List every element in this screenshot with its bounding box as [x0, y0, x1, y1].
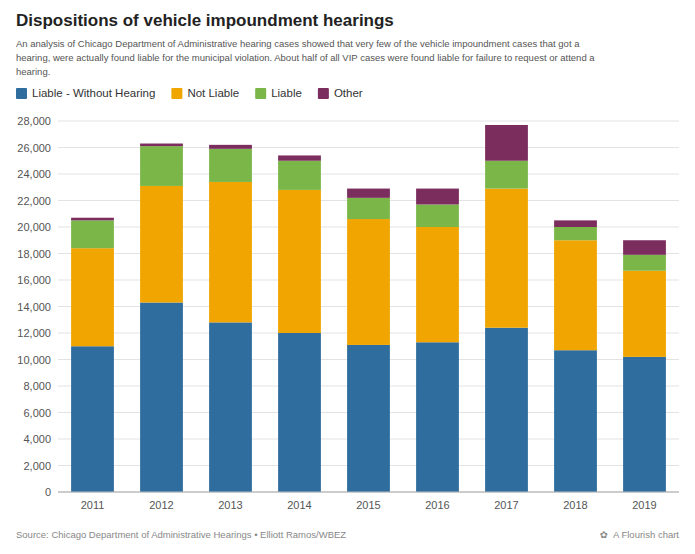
y-tick-label: 0: [45, 486, 51, 498]
bar-segment: [554, 220, 597, 227]
bar-segment: [623, 357, 666, 492]
legend-label: Liable: [271, 87, 302, 99]
annotation: A Flourish chart: [613, 529, 679, 540]
grid-line: [58, 492, 679, 493]
chart: Dispositions of vehicle impoundment hear…: [0, 0, 695, 554]
bar-segment: [209, 149, 252, 182]
x-axis-line: [58, 492, 679, 493]
bar-segment: [278, 155, 321, 160]
bar-segment: [71, 248, 114, 346]
x-tick-label: 2015: [356, 499, 380, 511]
bar-segment: [554, 240, 597, 350]
bar-segment: [416, 189, 459, 205]
legend-label: Other: [334, 87, 363, 99]
bar-segment: [347, 198, 390, 219]
grid-line: [58, 121, 679, 122]
legend: Liable - Without Hearing Not Liable Liable…: [16, 87, 363, 99]
x-tick-label: 2017: [494, 499, 518, 511]
bar-segment: [140, 186, 183, 303]
bar-segment: [71, 346, 114, 492]
y-tick-label: 10,000: [17, 354, 51, 366]
y-tick-label: 28,000: [17, 115, 51, 127]
y-tick-label: 26,000: [17, 142, 51, 154]
bars: [71, 125, 666, 492]
y-tick-label: 4,000: [23, 433, 51, 445]
y-tick-label: 14,000: [17, 301, 51, 313]
bar-segment: [554, 350, 597, 492]
x-tick-label: 2014: [287, 499, 311, 511]
bar-segment: [71, 220, 114, 248]
bar-segment: [485, 328, 528, 492]
bar-segment: [140, 303, 183, 492]
source: Source: Chicago Department of Administra…: [16, 529, 346, 540]
legend-label: Liable - Without Hearing: [32, 87, 155, 99]
bar-segment: [485, 125, 528, 161]
x-tick-label: 2012: [149, 499, 173, 511]
x-axis: 2011 2012 2013 2014 2015 2016 2017 2018 2019: [81, 499, 657, 511]
bar-segment: [278, 161, 321, 190]
title: Dispositions of vehicle impoundment hear…: [16, 11, 394, 30]
annotation: ✿: [600, 529, 608, 540]
bar-segment: [554, 227, 597, 240]
y-tick-label: 20,000: [17, 221, 51, 233]
x-tick-label: 2011: [81, 499, 105, 511]
bar-segment: [416, 227, 459, 342]
bar-segment: [209, 182, 252, 322]
legend-swatch: [255, 88, 266, 99]
bar-segment: [347, 189, 390, 198]
y-tick-label: 22,000: [17, 195, 51, 207]
bar-segment: [416, 204, 459, 227]
bar-segment: [71, 218, 114, 221]
y-tick-label: 6,000: [23, 407, 51, 419]
legend-label: Not Liable: [187, 87, 239, 99]
bar-segment: [140, 144, 183, 147]
subtitle: An analysis of Chicago Department of Adm…: [16, 38, 595, 77]
bar-segment: [278, 333, 321, 492]
y-tick-label: 18,000: [17, 248, 51, 260]
bar-segment: [623, 255, 666, 271]
bar-segment: [347, 345, 390, 492]
legend-swatch: [171, 88, 182, 99]
y-tick-label: 2,000: [23, 460, 51, 472]
x-tick-label: 2019: [632, 499, 656, 511]
bar-segment: [140, 146, 183, 186]
bar-segment: [416, 342, 459, 492]
background: [0, 0, 695, 554]
y-tick-label: 12,000: [17, 327, 51, 339]
bar-segment: [485, 189, 528, 328]
bar-segment: [209, 322, 252, 492]
y-axis: 0 2,000 4,000 6,000 8,000 10,000 12,000 14,000 1…: [17, 115, 679, 498]
bar-segment: [209, 145, 252, 149]
x-tick-label: 2013: [218, 499, 242, 511]
bar-segment: [278, 190, 321, 333]
y-tick-label: 8,000: [23, 380, 51, 392]
bar-segment: [485, 161, 528, 189]
y-tick-label: 16,000: [17, 274, 51, 286]
bar-segment: [623, 271, 666, 357]
bar-segment: [347, 219, 390, 345]
y-tick-label: 24,000: [17, 168, 51, 180]
legend-swatch: [16, 88, 27, 99]
x-tick-label: 2018: [563, 499, 587, 511]
x-tick-label: 2016: [425, 499, 449, 511]
bar-segment: [623, 240, 666, 255]
legend-swatch: [318, 88, 329, 99]
